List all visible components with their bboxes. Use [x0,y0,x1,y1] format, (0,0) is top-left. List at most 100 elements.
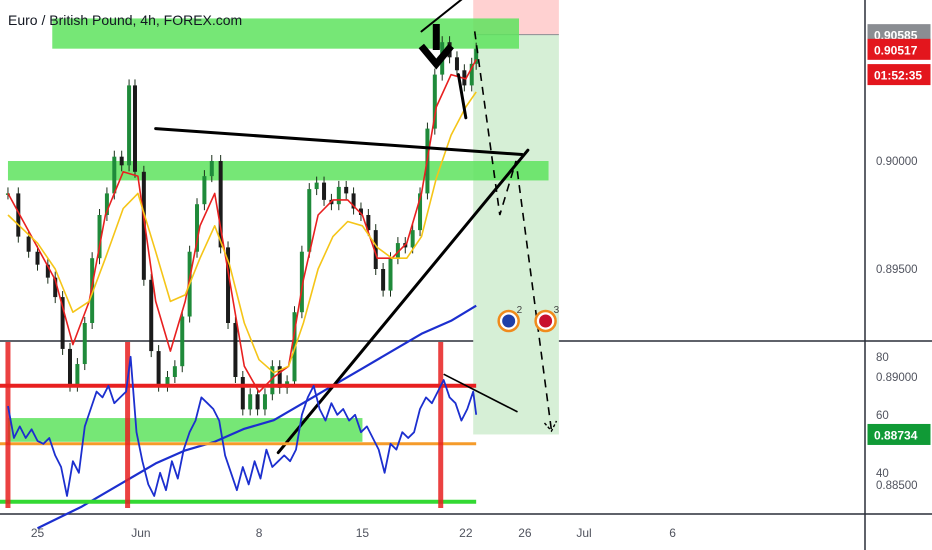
indicator-marker-2 [438,342,444,508]
candle-body [45,264,50,278]
candle-body [255,394,260,410]
candle-body [388,258,393,291]
price-tick-label: 0.89000 [876,372,918,384]
event-count: 3 [554,305,560,316]
time-tick-label: 22 [459,526,473,540]
candle-body [218,161,223,248]
candle-body [67,348,72,386]
down-arrow-icon [418,24,454,70]
down-arrow-head [418,43,454,70]
event-flag [502,314,516,328]
candle-body [97,215,102,259]
moving-average-0 [7,59,477,393]
price-label-text: 0.88734 [874,428,918,442]
candle-body [156,351,161,386]
projection-path [473,31,553,432]
candle-body [351,193,356,209]
candle-body [277,366,282,388]
price-label-box [867,64,931,86]
candle-body [60,297,65,349]
trendline-0 [154,127,524,157]
candle-body [180,316,185,367]
candle-body [233,323,238,377]
candle-body [141,171,146,280]
uk-flag-icon: 3 [534,305,560,333]
candle-body [358,208,363,215]
candle-body [75,364,80,386]
candle-body [366,215,371,231]
candle-body [90,258,95,323]
price-tick-label: 0.88500 [876,480,918,492]
candle-body [454,57,459,71]
zone-1 [7,161,549,181]
moving-average-1 [7,91,477,374]
candle-body [35,251,40,265]
candle-body [209,161,214,177]
indicator-trendline [443,373,518,413]
candle-body [82,323,87,365]
take-profit-zone [473,34,559,435]
zone-2 [7,418,363,442]
candle-body [270,366,275,395]
time-tick-label: Jul [576,526,591,540]
price-tick-label: 0.90000 [876,156,918,168]
candle-body [307,189,312,252]
event-flag [539,314,553,328]
candle-body [381,269,386,291]
candle-body [119,156,124,166]
candle-body [373,230,378,269]
candle-body [195,204,200,252]
candle-body [262,394,267,410]
trendline-2 [420,0,463,33]
candle-body [395,243,400,259]
event-count: 2 [517,305,523,316]
candle-body [112,156,117,194]
candle-body [202,176,207,205]
candle-body [314,182,319,190]
candle-body [132,85,137,172]
candle-body [469,63,474,86]
candle-body [344,186,349,194]
indicator-tick-label: 40 [876,468,889,480]
price-label-text: 0.90517 [874,43,918,57]
chart-title: Euro / British Pound, 4h, FOREX.com [8,12,243,28]
candle-body [248,394,253,410]
price-label-box [867,38,931,60]
time-tick-label: 26 [518,526,532,540]
candle-body [16,193,21,237]
eu-flag-icon: 2 [497,305,523,333]
moving-average-2 [37,304,477,530]
down-arrow-shaft [432,24,440,50]
trendline-3 [456,73,468,120]
time-tick-label: 8 [256,526,263,540]
candle-body [299,251,304,313]
indicator-marker-0 [5,342,11,508]
projection-arrowhead [543,420,558,433]
indicator-marker-1 [125,342,131,508]
candle-body [53,277,58,298]
time-tick-label: 6 [669,526,676,540]
price-label-text: 01:52:35 [874,69,922,83]
candle-body [26,236,31,252]
candle-body [336,186,341,205]
price-tick-label: 0.89500 [876,264,918,276]
candle-body [104,193,109,215]
candle-body [410,230,415,248]
candle-body [240,377,245,410]
time-tick-label: 25 [31,526,45,540]
indicator-tick-label: 60 [876,410,889,422]
time-tick-label: 15 [356,526,370,540]
trendline-1 [276,148,530,455]
candle-body [322,182,327,200]
candle-body [127,85,132,166]
candle-body [172,366,177,377]
candle-body [418,193,423,231]
candle-body [226,247,231,323]
candle-body [474,48,479,64]
candle-body [432,74,437,129]
price-label-box [867,423,931,445]
time-tick-label: Jun [131,526,150,540]
indicator-tick-label: 80 [876,352,889,364]
